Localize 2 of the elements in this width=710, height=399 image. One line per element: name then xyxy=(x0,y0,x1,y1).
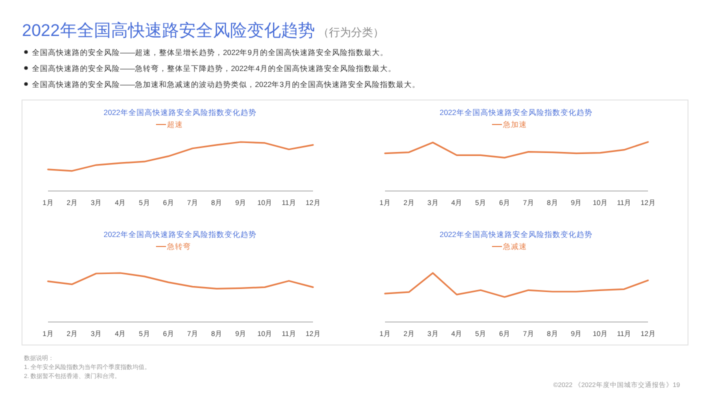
text: （行为分类） xyxy=(318,26,384,39)
text: 2022年全国高快速路安全风险变化趋势 xyxy=(22,21,315,40)
